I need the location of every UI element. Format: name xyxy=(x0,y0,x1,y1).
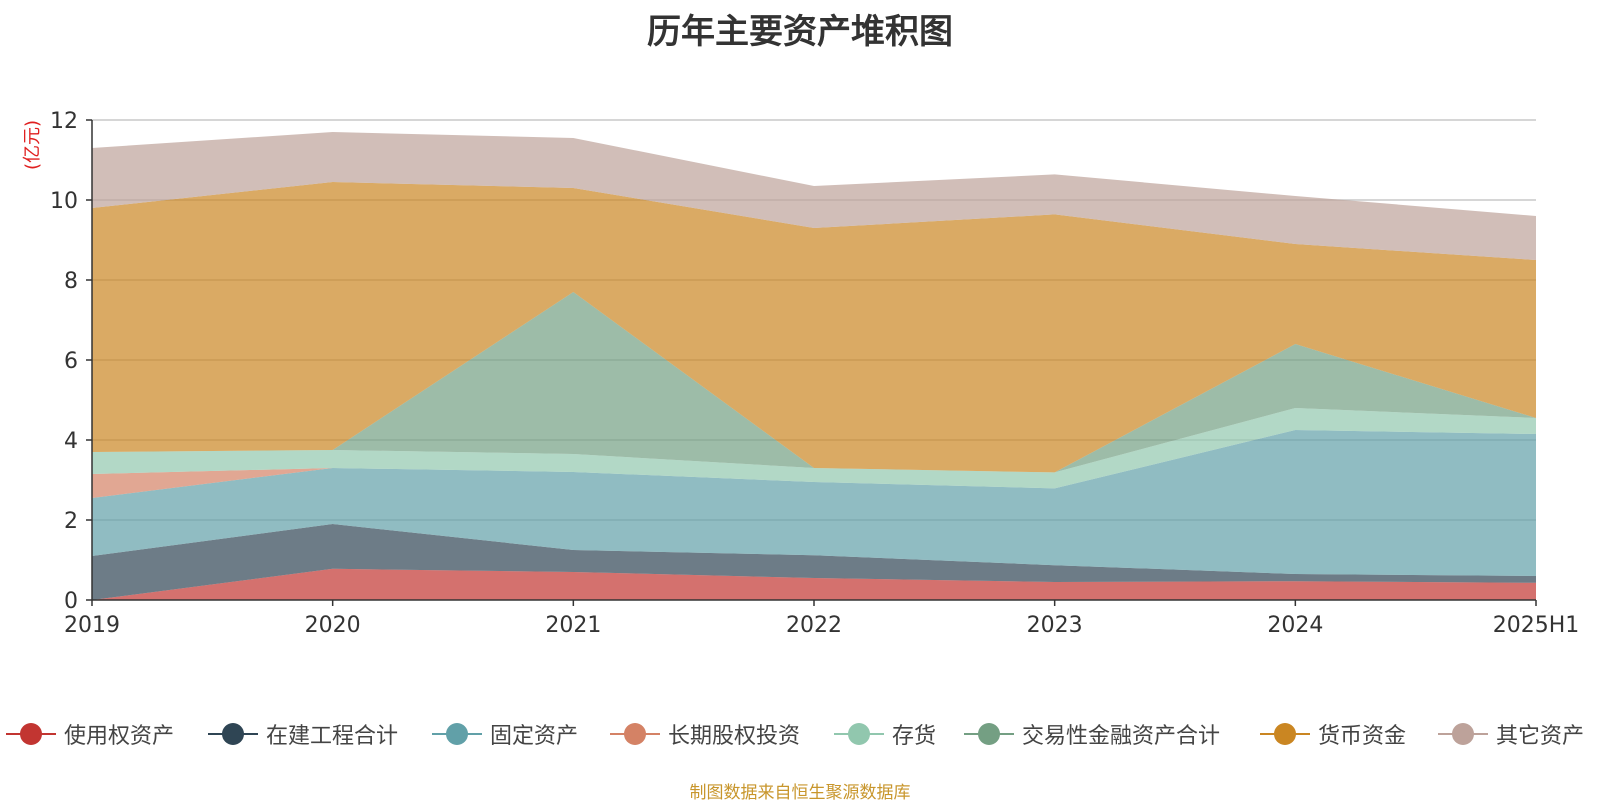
chart-legend: 使用权资产 在建工程合计 固定资产 长期股权投资 存货 交易性金融资产合计 货币资金 其它资产 xyxy=(0,716,1600,752)
area-series-2 xyxy=(92,430,1536,576)
legend-label: 存货 xyxy=(892,724,937,749)
y-tick-label: 0 xyxy=(64,589,78,614)
y-tick-label: 10 xyxy=(50,189,78,214)
legend-label: 长期股权投资 xyxy=(668,724,801,749)
legend-label: 在建工程合计 xyxy=(266,724,399,749)
legend-symbol xyxy=(6,716,56,752)
x-tick-label: 2021 xyxy=(545,613,601,638)
area-series-1 xyxy=(92,524,1536,600)
legend-symbol xyxy=(1260,716,1310,752)
area-series-4 xyxy=(92,408,1536,489)
x-tick-label: 2023 xyxy=(1027,613,1083,638)
y-tick-label: 6 xyxy=(64,349,78,374)
legend-symbol xyxy=(610,716,660,752)
area-series-6 xyxy=(92,182,1536,473)
legend-label: 交易性金融资产合计 xyxy=(1022,724,1221,749)
legend-label: 使用权资产 xyxy=(64,724,175,749)
x-tick-label: 2024 xyxy=(1267,613,1323,638)
y-tick-label: 12 xyxy=(50,109,78,134)
legend-symbol xyxy=(208,716,258,752)
y-tick-label: 8 xyxy=(64,269,78,294)
y-tick-label: 4 xyxy=(64,429,78,454)
legend-item-5[interactable]: 交易性金融资产合计 xyxy=(964,716,1220,752)
legend-symbol xyxy=(964,716,1014,752)
legend-item-0[interactable]: 使用权资产 xyxy=(6,716,174,752)
x-tick-label: 2025H1 xyxy=(1493,613,1580,638)
y-tick-label: 2 xyxy=(64,509,78,534)
legend-item-6[interactable]: 货币资金 xyxy=(1260,716,1406,752)
axes: 0 2 4 6 8 10 12 2019 2020 2021 2022 2023 2024 2025H1 xyxy=(50,109,1579,638)
x-tick-label: 2022 xyxy=(786,613,842,638)
legend-item-3[interactable]: 长期股权投资 xyxy=(610,716,800,752)
legend-label: 货币资金 xyxy=(1318,724,1407,749)
data-source-note: 制图数据来自恒生聚源数据库 xyxy=(689,783,911,803)
chart-title: 历年主要资产堆积图 xyxy=(647,12,953,52)
area-series-5 xyxy=(92,292,1536,473)
legend-item-4[interactable]: 存货 xyxy=(834,716,936,752)
x-tick-label: 2020 xyxy=(305,613,361,638)
legend-symbol xyxy=(1438,716,1488,752)
legend-symbol xyxy=(432,716,482,752)
legend-item-7[interactable]: 其它资产 xyxy=(1438,716,1584,752)
area-series xyxy=(92,132,1536,600)
area-series-7 xyxy=(92,132,1536,260)
legend-item-1[interactable]: 在建工程合计 xyxy=(208,716,398,752)
legend-label: 其它资产 xyxy=(1496,724,1585,749)
legend-symbol xyxy=(834,716,884,752)
y-axis-unit-label: (亿元) xyxy=(22,120,43,170)
x-tick-label: 2019 xyxy=(64,613,120,638)
area-series-0 xyxy=(92,568,1536,600)
legend-label: 固定资产 xyxy=(490,724,579,749)
legend-item-2[interactable]: 固定资产 xyxy=(432,716,578,752)
